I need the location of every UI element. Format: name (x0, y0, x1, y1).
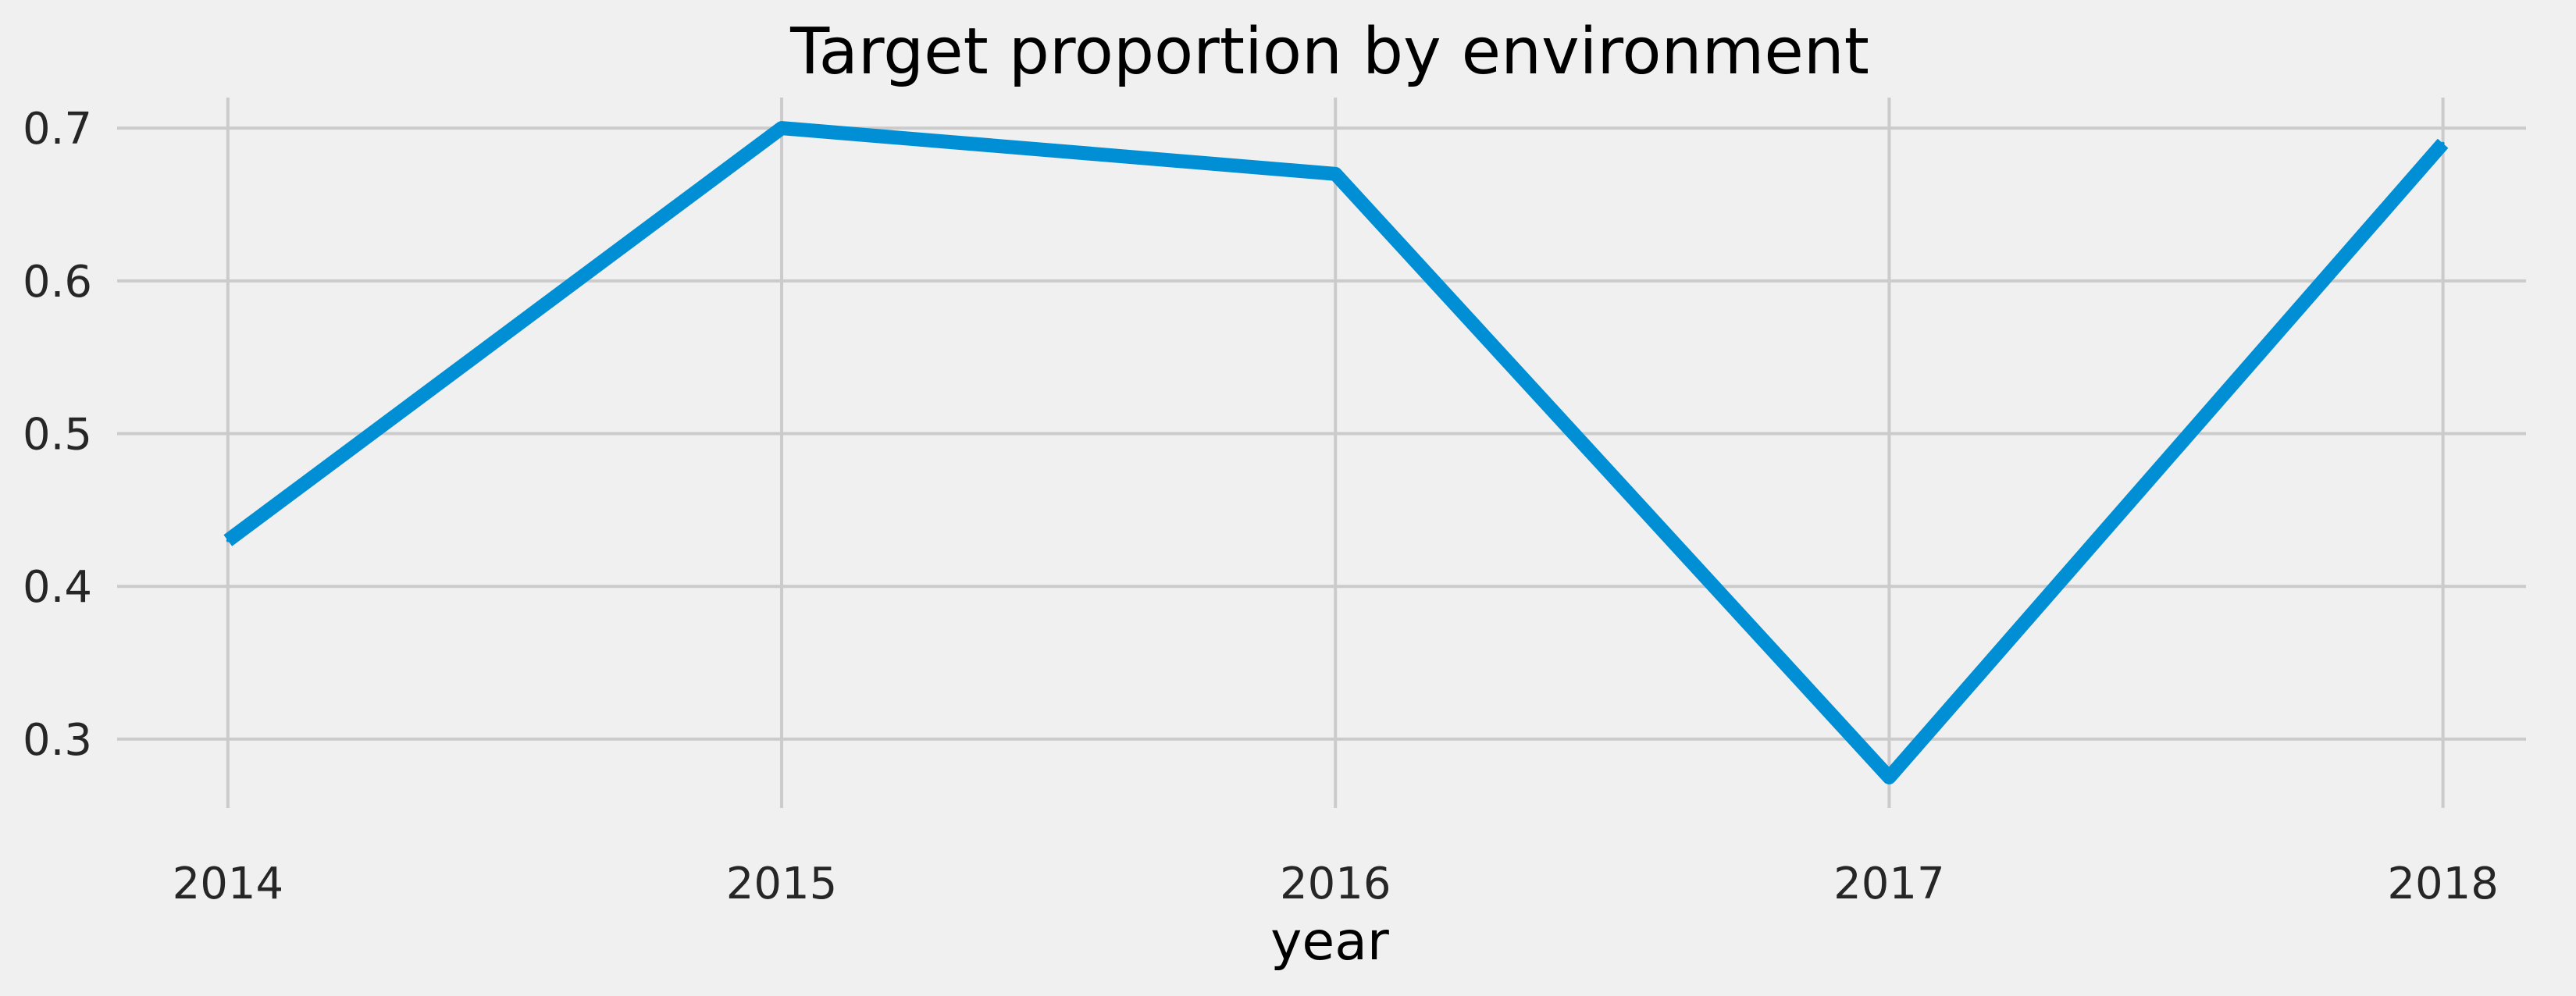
x-tick-label: 2015 (726, 859, 838, 909)
x-tick-label: 2014 (173, 859, 284, 909)
grid-lines (117, 98, 2526, 808)
data-point (1334, 172, 1338, 176)
data-point (780, 126, 784, 130)
data-point (1887, 775, 1891, 779)
x-axis-ticks: 2014 2015 2016 2017 2018 (173, 859, 2499, 909)
series-lines (223, 121, 2449, 784)
y-tick-label: 0.6 (23, 257, 92, 308)
x-tick-label: 2016 (1280, 859, 1391, 909)
x-tick-label: 2018 (2387, 859, 2499, 909)
y-tick-label: 0.7 (23, 104, 92, 155)
x-axis-label: year (1270, 911, 1389, 973)
y-tick-label: 0.5 (23, 410, 92, 461)
data-point (2441, 141, 2445, 145)
data-point (226, 539, 230, 542)
chart-title: Target proportion by environment (789, 15, 1869, 89)
x-tick-label: 2017 (1833, 859, 1945, 909)
y-axis-ticks: 0.3 0.4 0.5 0.6 0.7 (23, 104, 92, 766)
y-tick-label: 0.4 (23, 562, 92, 613)
y-tick-label: 0.3 (23, 715, 92, 766)
